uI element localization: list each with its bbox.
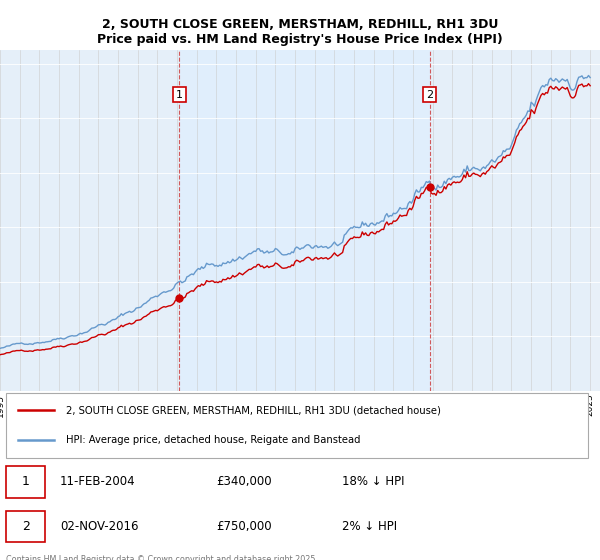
Text: 11-FEB-2004: 11-FEB-2004 (60, 475, 136, 488)
Text: 18% ↓ HPI: 18% ↓ HPI (342, 475, 404, 488)
Text: 2: 2 (22, 520, 30, 533)
Text: 1: 1 (22, 475, 30, 488)
FancyBboxPatch shape (6, 511, 45, 542)
Text: 1: 1 (176, 90, 183, 100)
Text: Contains HM Land Registry data © Crown copyright and database right 2025.
This d: Contains HM Land Registry data © Crown c… (6, 556, 318, 560)
Text: £340,000: £340,000 (216, 475, 272, 488)
Title: 2, SOUTH CLOSE GREEN, MERSTHAM, REDHILL, RH1 3DU
Price paid vs. HM Land Registry: 2, SOUTH CLOSE GREEN, MERSTHAM, REDHILL,… (97, 18, 503, 46)
Text: 2: 2 (426, 90, 433, 100)
Text: 2% ↓ HPI: 2% ↓ HPI (342, 520, 397, 533)
Text: £750,000: £750,000 (216, 520, 272, 533)
Text: HPI: Average price, detached house, Reigate and Banstead: HPI: Average price, detached house, Reig… (66, 435, 361, 445)
FancyBboxPatch shape (6, 466, 45, 497)
Text: 02-NOV-2016: 02-NOV-2016 (60, 520, 139, 533)
Text: 2, SOUTH CLOSE GREEN, MERSTHAM, REDHILL, RH1 3DU (detached house): 2, SOUTH CLOSE GREEN, MERSTHAM, REDHILL,… (66, 405, 441, 415)
FancyBboxPatch shape (6, 393, 588, 458)
